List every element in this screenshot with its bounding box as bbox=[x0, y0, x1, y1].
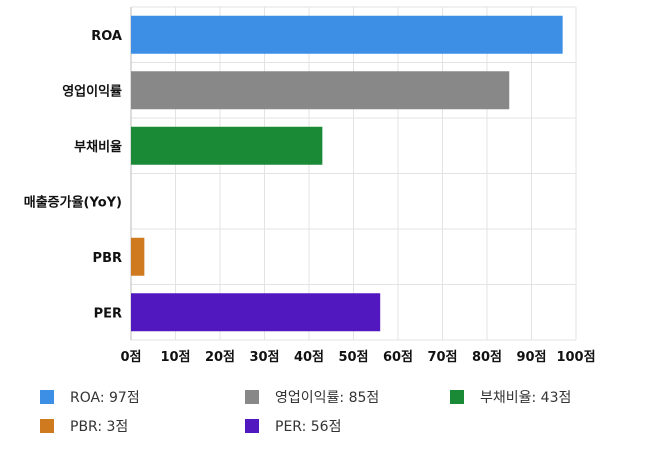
legend: ROA: 97점 영업이익률: 85점 부채비율: 43점 PBR: 3점 PE… bbox=[40, 386, 640, 446]
bar[interactable] bbox=[131, 293, 381, 332]
legend-label: PER: 56점 bbox=[275, 419, 342, 435]
x-tick-label: 40점 bbox=[294, 350, 324, 365]
legend-swatch bbox=[450, 390, 464, 404]
legend-item-debt-ratio[interactable]: 부채비율: 43점 bbox=[450, 386, 571, 408]
bar[interactable] bbox=[131, 71, 510, 110]
legend-swatch bbox=[245, 419, 259, 433]
x-tick-label: 80점 bbox=[472, 350, 502, 365]
x-tick-label: 30점 bbox=[249, 350, 279, 365]
x-tick-label: 0점 bbox=[120, 350, 141, 365]
category-label: PER bbox=[94, 306, 122, 321]
category-label: PBR bbox=[93, 251, 122, 266]
x-tick-label: 50점 bbox=[338, 350, 368, 365]
legend-label: 영업이익률: 85점 bbox=[275, 390, 380, 406]
category-label: 영업이익률 bbox=[62, 83, 122, 99]
legend-item-pbr[interactable]: PBR: 3점 bbox=[40, 415, 128, 437]
category-label: 매출증가율(YoY) bbox=[24, 194, 122, 210]
category-label: 부채비율 bbox=[74, 139, 122, 155]
legend-label: PBR: 3점 bbox=[70, 419, 129, 435]
x-tick-label: 60점 bbox=[383, 350, 413, 365]
bar[interactable] bbox=[131, 15, 563, 54]
legend-label: ROA: 97점 bbox=[70, 390, 140, 406]
x-tick-label: 10점 bbox=[160, 350, 190, 365]
bar[interactable] bbox=[131, 237, 145, 276]
x-tick-label: 100점 bbox=[556, 350, 595, 365]
legend-item-roa[interactable]: ROA: 97점 bbox=[40, 386, 140, 408]
bars bbox=[131, 15, 563, 332]
x-tick-label: 20점 bbox=[205, 350, 235, 365]
grid-lines bbox=[130, 6, 577, 341]
legend-label: 부채비율: 43점 bbox=[480, 390, 572, 406]
x-tick-label: 70점 bbox=[427, 350, 457, 365]
legend-swatch bbox=[245, 390, 259, 404]
x-tick-label: 90점 bbox=[516, 350, 546, 365]
legend-swatch bbox=[40, 419, 54, 433]
category-label: ROA bbox=[91, 29, 122, 44]
bar[interactable] bbox=[131, 126, 323, 165]
legend-item-per[interactable]: PER: 56점 bbox=[245, 415, 341, 437]
x-tick-labels: 0점 10점 20점 30점 40점 50점 60점 70점 80점 90점 100점 bbox=[120, 350, 595, 365]
legend-item-operating-margin[interactable]: 영업이익률: 85점 bbox=[245, 386, 379, 408]
legend-swatch bbox=[40, 390, 54, 404]
